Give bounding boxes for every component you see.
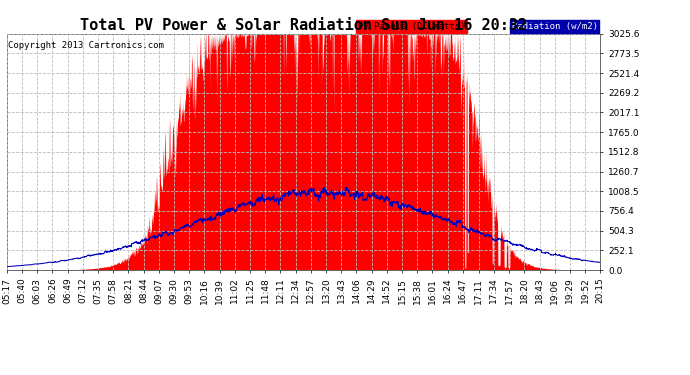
Text: PV Panels (DC Watts): PV Panels (DC Watts) (358, 22, 466, 31)
Text: Copyright 2013 Cartronics.com: Copyright 2013 Cartronics.com (8, 41, 164, 50)
Text: Radiation (w/m2): Radiation (w/m2) (511, 22, 598, 31)
Title: Total PV Power & Solar Radiation Sun Jun 16 20:32: Total PV Power & Solar Radiation Sun Jun… (80, 18, 527, 33)
